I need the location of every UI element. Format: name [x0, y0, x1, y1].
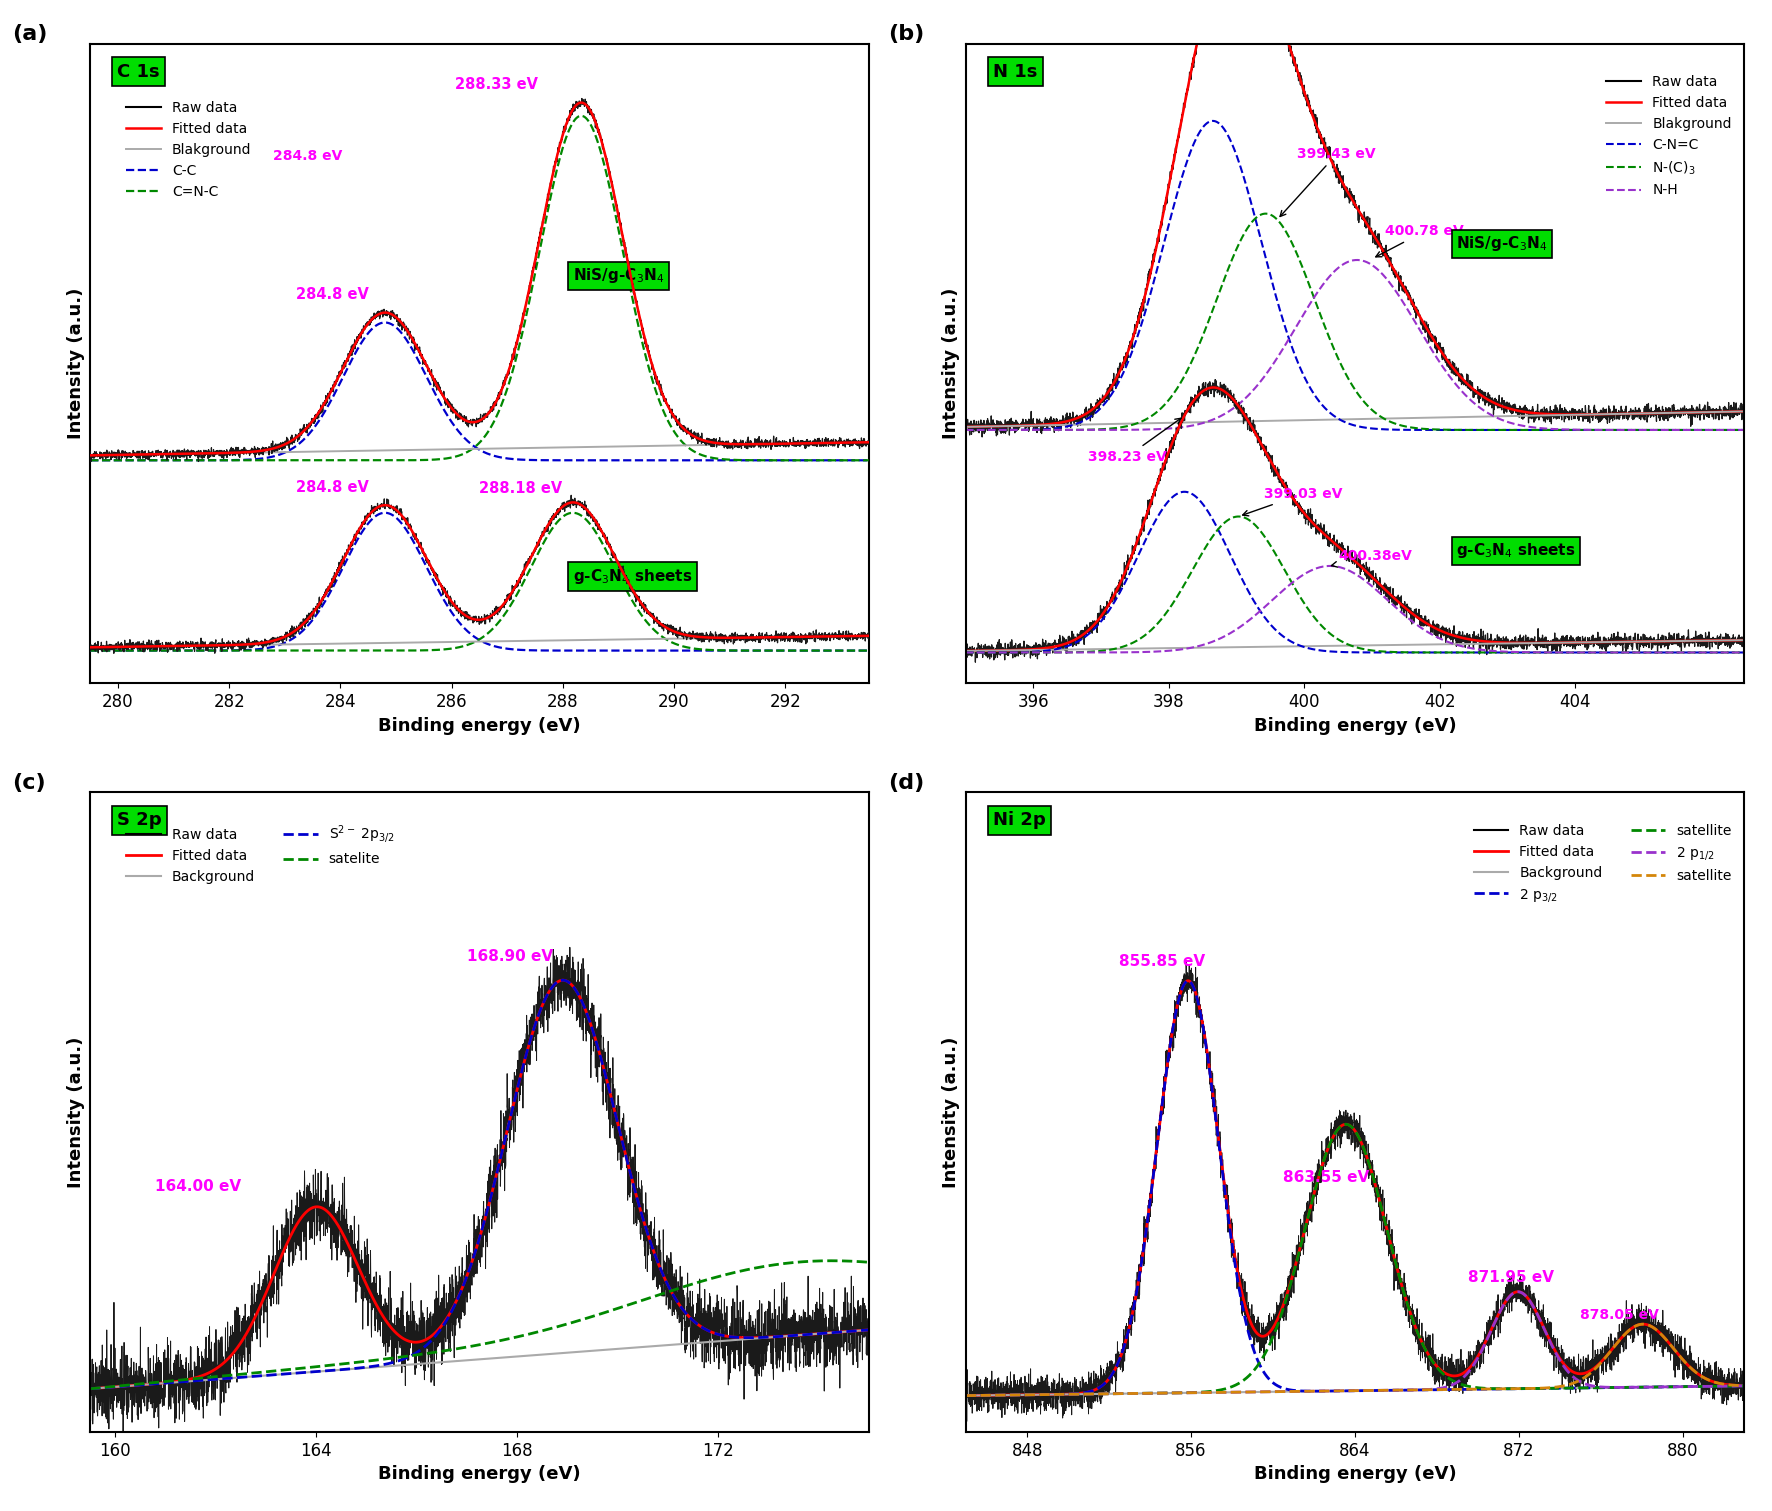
Text: 400.78 eV: 400.78 eV [1375, 224, 1464, 257]
Text: 399.03 eV: 399.03 eV [1242, 487, 1341, 515]
Text: Ni 2p: Ni 2p [992, 811, 1045, 830]
Text: (c): (c) [12, 774, 46, 793]
Text: (b): (b) [888, 24, 925, 44]
X-axis label: Binding energy (eV): Binding energy (eV) [1255, 716, 1457, 734]
Text: 284.8 eV: 284.8 eV [296, 480, 369, 496]
Text: 863.55 eV: 863.55 eV [1283, 1171, 1370, 1186]
Text: N 1s: N 1s [992, 63, 1037, 80]
Text: 284.8 eV: 284.8 eV [273, 150, 342, 163]
X-axis label: Binding energy (eV): Binding energy (eV) [1255, 1466, 1457, 1484]
Y-axis label: Intensity (a.u.): Intensity (a.u.) [67, 287, 85, 440]
Y-axis label: Intensity (a.u.): Intensity (a.u.) [943, 287, 960, 440]
X-axis label: Binding energy (eV): Binding energy (eV) [377, 1466, 581, 1484]
Legend: Raw data, Fitted data, Blakground, C-C, C=N-C: Raw data, Fitted data, Blakground, C-C, … [120, 95, 257, 204]
Y-axis label: Intensity (a.u.): Intensity (a.u.) [943, 1037, 960, 1188]
Text: 398.23 eV: 398.23 eV [1088, 419, 1180, 464]
Text: 400.38eV: 400.38eV [1331, 548, 1412, 567]
Text: S 2p: S 2p [117, 811, 161, 830]
Text: 168.90 eV: 168.90 eV [466, 949, 553, 964]
Legend: Raw data, Fitted data, Background, 2 p$_{3/2}$, satellite, 2 p$_{1/2}$, satellit: Raw data, Fitted data, Background, 2 p$_… [1467, 819, 1737, 910]
Text: 871.95 eV: 871.95 eV [1467, 1271, 1554, 1284]
Text: g-C$_3$N$_4$ sheets: g-C$_3$N$_4$ sheets [572, 567, 693, 586]
Text: 288.18 eV: 288.18 eV [480, 480, 563, 496]
Text: (d): (d) [888, 774, 925, 793]
Text: 399.43 eV: 399.43 eV [1279, 147, 1377, 216]
Text: NiS/g-C$_3$N$_4$: NiS/g-C$_3$N$_4$ [572, 266, 664, 286]
Legend: Raw data, Fitted data, Background, S$^{2-}$ 2p$_{3/2}$, satelite: Raw data, Fitted data, Background, S$^{2… [120, 819, 400, 890]
Text: 284.8 eV: 284.8 eV [296, 287, 369, 302]
Text: g-C$_3$N$_4$ sheets: g-C$_3$N$_4$ sheets [1457, 541, 1575, 561]
Text: (a): (a) [12, 24, 48, 44]
Text: C 1s: C 1s [117, 63, 159, 80]
Text: 878.05 eV: 878.05 eV [1581, 1309, 1659, 1322]
Text: 288.33 eV: 288.33 eV [455, 77, 537, 92]
X-axis label: Binding energy (eV): Binding energy (eV) [377, 716, 581, 734]
Text: 164.00 eV: 164.00 eV [156, 1179, 241, 1194]
Legend: Raw data, Fitted data, Blakground, C-N=C, N-(C)$_3$, N-H: Raw data, Fitted data, Blakground, C-N=C… [1600, 70, 1737, 202]
Text: NiS/g-C$_3$N$_4$: NiS/g-C$_3$N$_4$ [1457, 234, 1547, 254]
Text: 855.85 eV: 855.85 eV [1120, 953, 1205, 969]
Y-axis label: Intensity (a.u.): Intensity (a.u.) [67, 1037, 85, 1188]
